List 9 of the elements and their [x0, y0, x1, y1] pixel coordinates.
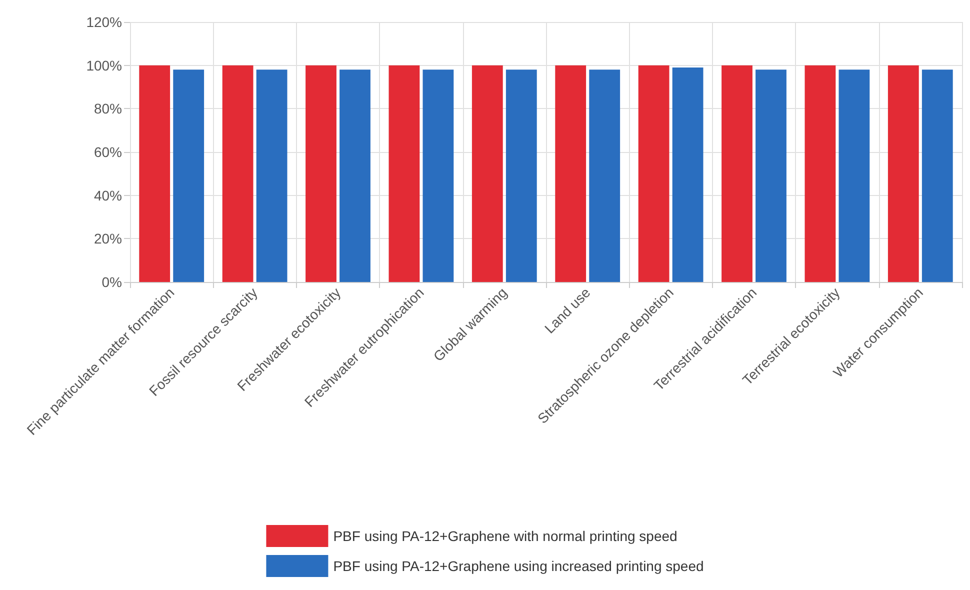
y-tick-label: 120%: [86, 14, 122, 30]
y-tick-label: 0%: [102, 274, 122, 290]
legend-label: PBF using PA-12+Graphene with normal printing speed: [333, 528, 678, 544]
y-tick-label: 60%: [94, 144, 122, 160]
legend-label: PBF using PA-12+Graphene using increased printing speed: [333, 558, 704, 574]
y-tick-label: 100%: [86, 57, 122, 74]
y-tick-label: 40%: [94, 187, 122, 204]
y-tick-label: 80%: [94, 100, 122, 117]
y-tick-label: 20%: [94, 230, 122, 247]
